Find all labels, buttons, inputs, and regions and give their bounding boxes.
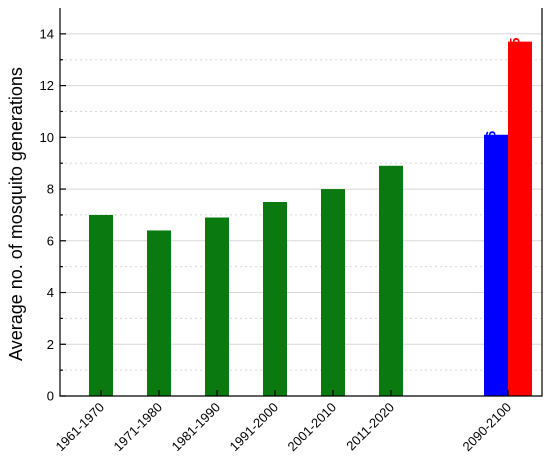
gridlines (60, 33, 542, 371)
bar-ssp126 (484, 134, 508, 396)
x-tick-label: 2090-2100 (460, 400, 515, 455)
bars: SSP126 SSP585 (89, 37, 532, 396)
bar-1981-1990 (205, 217, 229, 396)
series-label-ssp585: SSP585 (507, 37, 523, 89)
y-tick-label: 8 (47, 182, 54, 197)
bar-2001-2010 (321, 189, 345, 396)
x-tick-label: 1971-1980 (111, 400, 166, 455)
bar-1971-1980 (147, 230, 171, 396)
y-tick-label: 12 (40, 78, 54, 93)
y-tick-label: 10 (40, 130, 54, 145)
series-label-ssp126: SSP126 (483, 131, 499, 183)
x-tick-label: 1991-2000 (227, 400, 282, 455)
x-tick-label: 1961-1970 (53, 400, 108, 455)
bar-ssp585 (508, 41, 532, 396)
y-axis-label: Average no. of mosquito generations (6, 67, 26, 361)
y-tick-label: 6 (47, 233, 54, 248)
x-tick-label: 2001-2010 (285, 400, 340, 455)
x-tick-label: 2011-2020 (343, 400, 397, 454)
axes: 0 2 4 6 8 10 12 14 1961-1970 1971-1980 1981-1990 19… (40, 8, 543, 455)
bar-1991-2000 (263, 202, 287, 396)
x-tick-label: 1981-1990 (169, 400, 224, 455)
bar-1961-1970 (89, 214, 113, 396)
axis-frame (59, 8, 543, 397)
y-tick-label: 14 (40, 26, 54, 41)
y-tick-label: 0 (47, 389, 54, 404)
y-tick-label: 4 (47, 285, 54, 300)
y-tick-label: 2 (47, 337, 54, 352)
bar-2011-2020 (379, 165, 403, 396)
